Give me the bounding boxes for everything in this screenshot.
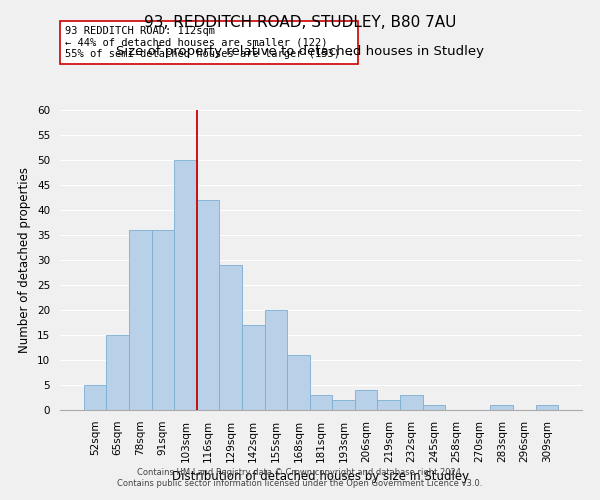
Bar xyxy=(174,160,197,410)
Y-axis label: Number of detached properties: Number of detached properties xyxy=(19,167,31,353)
Text: Size of property relative to detached houses in Studley: Size of property relative to detached ho… xyxy=(116,45,484,58)
X-axis label: Distribution of detached houses by size in Studley: Distribution of detached houses by size … xyxy=(172,470,470,483)
Bar xyxy=(84,385,106,410)
Bar xyxy=(106,335,129,410)
Bar xyxy=(287,355,310,410)
Bar xyxy=(490,405,513,410)
Text: 93, REDDITCH ROAD, STUDLEY, B80 7AU: 93, REDDITCH ROAD, STUDLEY, B80 7AU xyxy=(144,15,456,30)
Bar xyxy=(265,310,287,410)
Text: Contains HM Land Registry data © Crown copyright and database right 2024.
Contai: Contains HM Land Registry data © Crown c… xyxy=(118,468,482,487)
Bar xyxy=(377,400,400,410)
Bar xyxy=(242,325,265,410)
Bar xyxy=(422,405,445,410)
Bar xyxy=(152,230,174,410)
Bar xyxy=(310,395,332,410)
Bar xyxy=(220,265,242,410)
Bar xyxy=(400,395,422,410)
Bar xyxy=(129,230,152,410)
Text: 93 REDDITCH ROAD: 112sqm
← 44% of detached houses are smaller (122)
55% of semi-: 93 REDDITCH ROAD: 112sqm ← 44% of detach… xyxy=(65,26,353,59)
Bar xyxy=(197,200,220,410)
Bar xyxy=(332,400,355,410)
Bar xyxy=(355,390,377,410)
Bar xyxy=(536,405,558,410)
